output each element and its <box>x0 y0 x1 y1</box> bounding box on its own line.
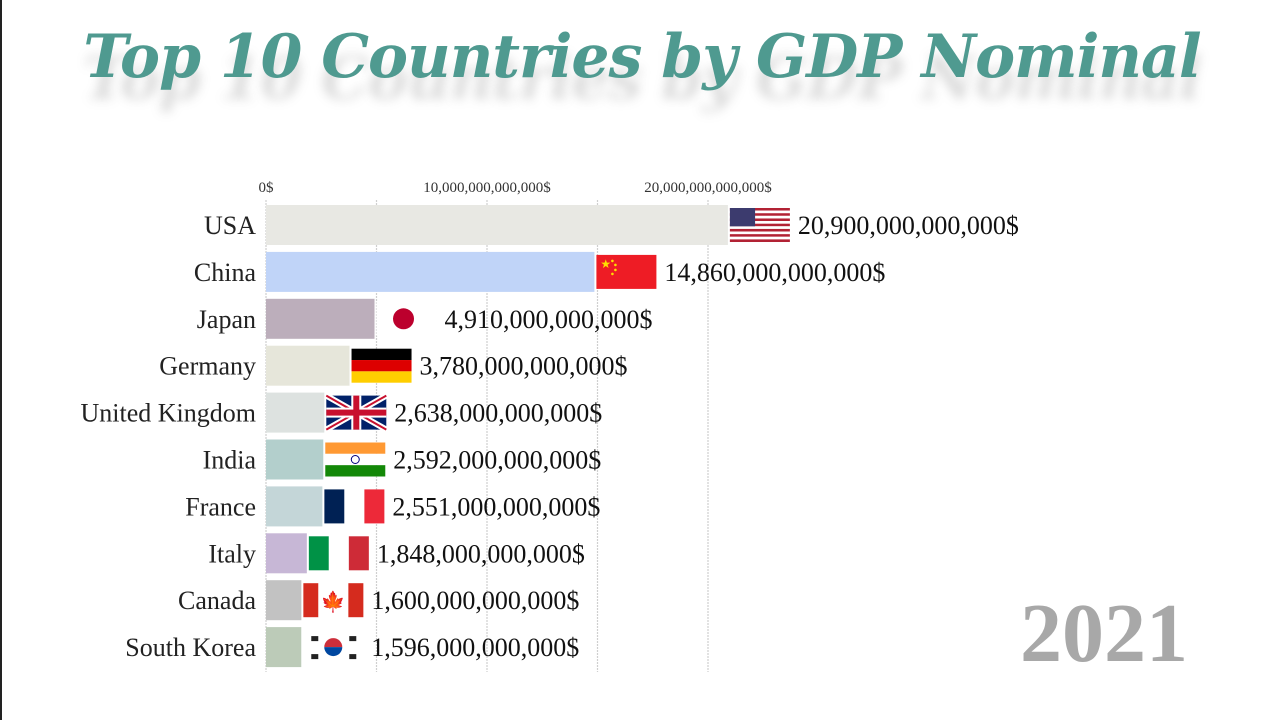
south-korea-flag-icon <box>303 630 364 665</box>
category-label: France <box>185 492 256 521</box>
japan-flag-icon <box>376 301 437 336</box>
bar <box>266 205 728 245</box>
value-label: 2,592,000,000,000$ <box>393 446 601 475</box>
italy-flag-icon <box>308 536 369 571</box>
india-flag-icon <box>325 442 386 477</box>
value-label: 1,596,000,000,000$ <box>371 633 579 662</box>
category-label: Italy <box>208 539 256 568</box>
category-label: Germany <box>159 352 256 381</box>
bar <box>266 627 302 668</box>
value-label: 3,780,000,000,000$ <box>420 352 628 381</box>
value-label: 4,910,000,000,000$ <box>445 305 653 334</box>
value-label: 1,600,000,000,000$ <box>371 586 579 615</box>
category-label: India <box>203 446 257 475</box>
value-label: 20,900,000,000,000$ <box>798 211 1019 240</box>
svg-text:🍁: 🍁 <box>321 590 346 614</box>
bar <box>266 580 302 621</box>
value-label: 14,860,000,000,000$ <box>664 258 885 287</box>
x-tick-label: 0$ <box>259 180 275 196</box>
bar <box>266 486 323 527</box>
canada-flag-icon: 🍁 <box>303 583 364 618</box>
bar <box>266 439 324 480</box>
year-label: 2021 <box>1020 587 1188 680</box>
x-tick-label: 10,000,000,000,000$ <box>423 180 551 196</box>
uk-flag-icon <box>324 392 388 433</box>
germany-flag-icon <box>351 348 412 383</box>
china-flag-icon: ★ <box>596 254 657 289</box>
x-tick-label: 20,000,000,000,000$ <box>644 180 772 196</box>
category-label: Japan <box>197 305 256 334</box>
bar <box>266 392 325 433</box>
category-label: United Kingdom <box>81 399 257 428</box>
category-label: South Korea <box>125 633 256 662</box>
bar <box>266 345 350 386</box>
svg-text:★: ★ <box>600 257 611 271</box>
category-label: USA <box>204 211 256 240</box>
bar <box>266 298 375 339</box>
category-label: Canada <box>178 586 256 615</box>
value-label: 2,551,000,000,000$ <box>392 492 600 521</box>
value-label: 1,848,000,000,000$ <box>377 539 585 568</box>
usa-flag-icon <box>729 208 790 242</box>
value-label: 2,638,000,000,000$ <box>394 399 602 428</box>
category-label: China <box>194 258 257 287</box>
chart-title: Top 10 Countries by GDP Nominal <box>83 22 1201 92</box>
bar <box>266 251 595 292</box>
bar <box>266 533 307 574</box>
france-flag-icon <box>324 489 385 524</box>
